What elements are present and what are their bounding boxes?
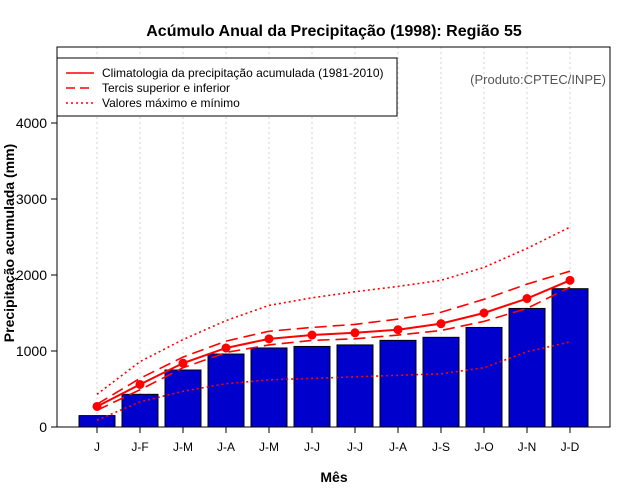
y-tick-label-4: 4000 (16, 115, 47, 131)
x-tick-label-2: J-M (173, 440, 193, 454)
y-tick-label-3: 3000 (16, 191, 47, 207)
x-tick-label-1: J-F (131, 440, 148, 454)
x-tick-label-6: J-J (347, 440, 363, 454)
series-line-1 (96, 270, 571, 405)
series-point-0-7 (393, 325, 403, 335)
series-point-0-4 (264, 334, 274, 344)
series-point-0-3 (221, 343, 231, 353)
bar-7 (379, 339, 417, 428)
bar-5 (293, 345, 331, 428)
legend-label-tercis: Tercis superior e inferior (102, 81, 230, 95)
series-line-3 (96, 226, 571, 395)
series-point-0-6 (350, 328, 360, 338)
credit-label: (Produto:CPTEC/INPE) (470, 72, 606, 87)
bar-9 (465, 326, 503, 428)
series-point-0-9 (479, 308, 489, 318)
x-tick-label-0: J (94, 440, 100, 454)
legend-box (56, 57, 398, 117)
x-tick-label-7: J-A (389, 440, 407, 454)
bar-3 (207, 353, 245, 428)
series-point-0-1 (135, 379, 145, 389)
y-axis-title: Precipitação acumulada (mm) (1, 144, 17, 342)
series-point-0-10 (522, 294, 532, 304)
plot-frame (56, 46, 611, 428)
bar-11 (551, 288, 589, 428)
x-tick-label-8: J-S (432, 440, 450, 454)
bars-group (78, 288, 589, 428)
x-tick-label-9: J-O (474, 440, 493, 454)
series-point-0-5 (307, 330, 317, 340)
legend-label-extremes: Valores máximo e mínimo (102, 96, 240, 110)
bar-6 (336, 344, 374, 428)
series-lines (92, 226, 575, 421)
x-tick-label-10: J-N (518, 440, 537, 454)
x-tick-label-4: J-M (259, 440, 279, 454)
bar-4 (250, 347, 288, 428)
bar-2 (164, 369, 202, 428)
x-tick-label-5: J-J (304, 440, 320, 454)
legend-label-climatology: Climatologia da precipitação acumulada (… (102, 66, 384, 80)
series-line-0 (96, 279, 571, 408)
y-tick-label-1: 1000 (16, 343, 47, 359)
x-axis: J J-F J-M J-A J-M J-J J-J J-A J-S J-O J-N J-D (94, 427, 580, 454)
legend: Climatologia da precipitação acumulada (… (56, 57, 398, 117)
x-axis-title: Mês (320, 469, 347, 485)
y-tick-label-2: 2000 (16, 267, 47, 283)
bar-8 (422, 336, 460, 428)
bar-0 (78, 415, 116, 428)
series-point-0-8 (436, 319, 446, 329)
series-line-4 (96, 341, 571, 421)
x-tick-label-3: J-A (217, 440, 235, 454)
x-tick-label-11: J-D (561, 440, 580, 454)
y-tick-label-0: 0 (39, 419, 47, 435)
bar-10 (508, 307, 546, 428)
y-axis: 0 1000 2000 3000 4000 (16, 115, 57, 435)
bar-1 (121, 393, 159, 428)
series-point-0-11 (565, 275, 575, 285)
chart-title: Acúmulo Anual da Precipitação (1998): Re… (146, 23, 522, 40)
